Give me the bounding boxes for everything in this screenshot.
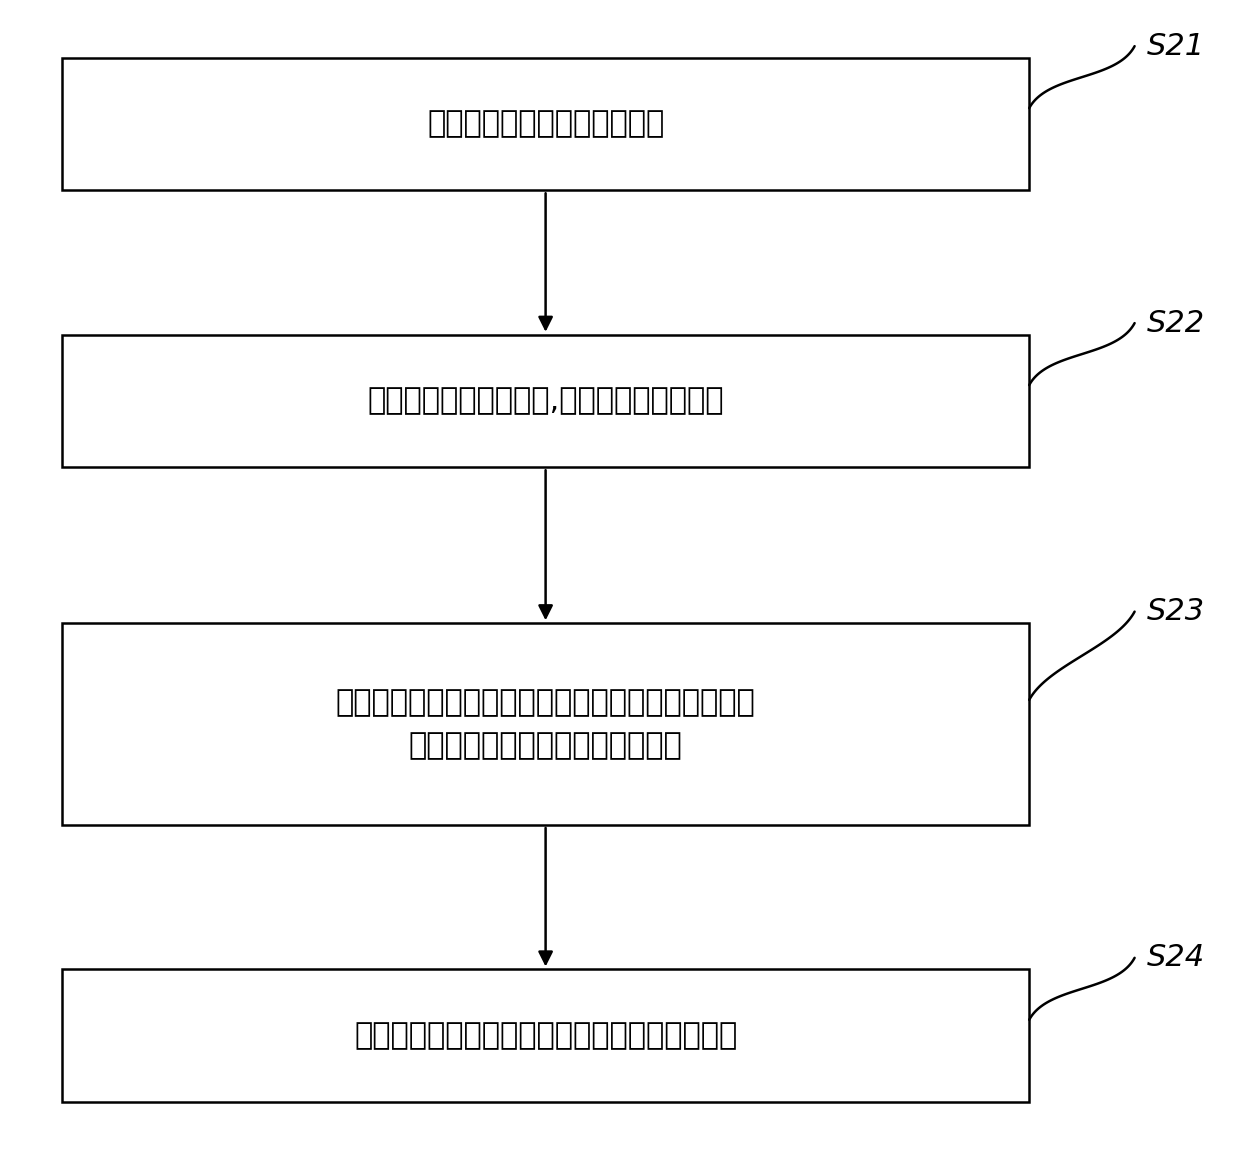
Text: S21: S21 (1147, 31, 1205, 61)
Text: 基于交叉匹配的结果，获取疾病治疗的用药模式: 基于交叉匹配的结果，获取疾病治疗的用药模式 (353, 1021, 738, 1050)
Text: 基于数据提取和分词，进行用药模式挖掘，获取患者
群和药品分类，并且进行交叉匹配: 基于数据提取和分词，进行用药模式挖掘，获取患者 群和药品分类，并且进行交叉匹配 (336, 688, 755, 760)
FancyBboxPatch shape (62, 969, 1029, 1102)
Text: S22: S22 (1147, 308, 1205, 338)
FancyBboxPatch shape (62, 335, 1029, 467)
Text: 基于电子病历文本信息,进行数据提取和分词: 基于电子病历文本信息,进行数据提取和分词 (367, 387, 724, 415)
Text: S24: S24 (1147, 943, 1205, 973)
Text: 接收输入的电子病例文本信息: 接收输入的电子病例文本信息 (427, 110, 665, 138)
Text: S23: S23 (1147, 597, 1205, 627)
FancyBboxPatch shape (62, 623, 1029, 825)
FancyBboxPatch shape (62, 58, 1029, 190)
